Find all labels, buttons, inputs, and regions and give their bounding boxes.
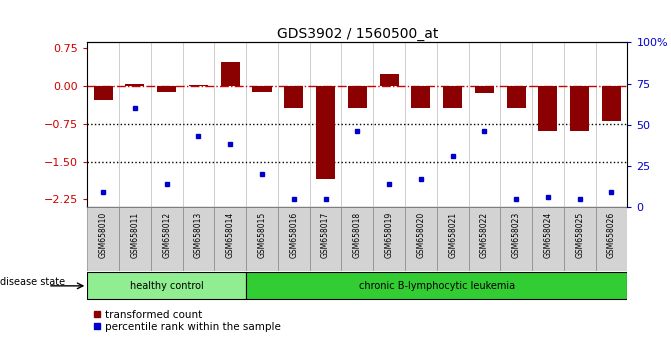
Text: chronic B-lymphocytic leukemia: chronic B-lymphocytic leukemia	[359, 281, 515, 291]
Bar	[285, 86, 303, 108]
Title: GDS3902 / 1560500_at: GDS3902 / 1560500_at	[276, 28, 438, 41]
Text: GSM658022: GSM658022	[480, 212, 489, 258]
Bar	[93, 86, 113, 100]
Bar	[501, 207, 532, 271]
Bar	[602, 86, 621, 121]
Text: GSM658016: GSM658016	[289, 212, 299, 258]
Bar	[189, 85, 208, 86]
Bar	[309, 207, 342, 271]
Bar	[538, 86, 558, 131]
Bar	[348, 86, 367, 108]
Bar	[507, 86, 525, 108]
Bar	[373, 207, 405, 271]
Bar	[252, 86, 272, 92]
Text: GSM658025: GSM658025	[575, 212, 584, 258]
Bar	[564, 207, 596, 271]
Legend: transformed count, percentile rank within the sample: transformed count, percentile rank withi…	[93, 310, 280, 332]
Bar	[119, 207, 151, 271]
Text: GSM658020: GSM658020	[416, 212, 425, 258]
Bar	[316, 86, 335, 179]
Bar	[437, 207, 468, 271]
Text: GSM658010: GSM658010	[99, 212, 107, 258]
Bar	[380, 74, 399, 86]
Bar	[532, 207, 564, 271]
Bar	[157, 86, 176, 92]
Bar	[246, 272, 627, 299]
Bar	[443, 86, 462, 108]
Bar	[342, 207, 373, 271]
Text: GSM658021: GSM658021	[448, 212, 457, 258]
Bar	[183, 207, 214, 271]
Text: GSM658019: GSM658019	[384, 212, 394, 258]
Bar	[87, 207, 119, 271]
Bar	[87, 272, 246, 299]
Text: disease state: disease state	[0, 277, 65, 287]
Bar	[411, 86, 430, 108]
Text: GSM658012: GSM658012	[162, 212, 171, 258]
Bar	[475, 86, 494, 93]
Bar	[278, 207, 309, 271]
Text: GSM658024: GSM658024	[544, 212, 552, 258]
Bar	[246, 207, 278, 271]
Bar	[221, 62, 240, 86]
Text: GSM658023: GSM658023	[512, 212, 521, 258]
Bar	[214, 207, 246, 271]
Text: GSM658017: GSM658017	[321, 212, 330, 258]
Text: healthy control: healthy control	[130, 281, 203, 291]
Bar	[468, 207, 501, 271]
Text: GSM658015: GSM658015	[258, 212, 266, 258]
Text: GSM658011: GSM658011	[130, 212, 140, 258]
Text: GSM658018: GSM658018	[353, 212, 362, 258]
Bar	[125, 84, 144, 86]
Text: GSM658026: GSM658026	[607, 212, 616, 258]
Text: GSM658013: GSM658013	[194, 212, 203, 258]
Text: GSM658014: GSM658014	[225, 212, 235, 258]
Bar	[570, 86, 589, 131]
Bar	[151, 207, 183, 271]
Bar	[405, 207, 437, 271]
Bar	[596, 207, 627, 271]
